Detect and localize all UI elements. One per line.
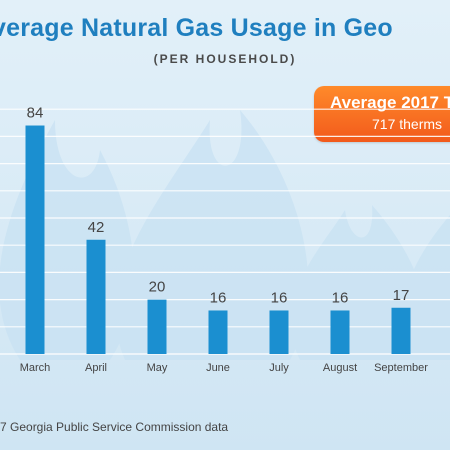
chart-subtitle: (PER HOUSEHOLD) — [153, 52, 297, 66]
bar — [86, 239, 106, 354]
bar-value-label: 16 — [332, 289, 349, 306]
x-tick-label: May — [147, 362, 168, 374]
x-tick-label: August — [323, 362, 357, 374]
bar-value-label: 17 — [393, 287, 410, 304]
x-tick-label: March — [20, 362, 51, 374]
bar — [25, 125, 45, 355]
bar-value-label: 42 — [88, 219, 105, 236]
bar-value-label: 84 — [27, 105, 44, 122]
bar-value-label: 16 — [271, 289, 288, 306]
source-note: 7 Georgia Public Service Commission data — [0, 420, 229, 434]
x-tick-label: July — [269, 362, 289, 374]
average-callout-title: Average 2017 T — [330, 93, 450, 112]
bar-value-label: 20 — [149, 279, 166, 296]
bar — [269, 310, 289, 354]
bar — [147, 299, 167, 354]
flame-shape-center — [115, 110, 309, 360]
flame-shape-far-right — [398, 215, 450, 360]
chart-title: verage Natural Gas Usage in Geo — [0, 14, 393, 42]
average-callout: Average 2017 T 717 therms — [314, 86, 450, 142]
bar — [208, 310, 228, 354]
average-callout-value: 717 therms — [372, 116, 443, 132]
bar — [391, 307, 411, 354]
x-tick-label: September — [374, 362, 428, 374]
x-tick-label: June — [206, 362, 230, 374]
bar — [330, 310, 350, 354]
bar-value-label: 16 — [210, 289, 227, 306]
x-tick-label: April — [85, 362, 107, 374]
